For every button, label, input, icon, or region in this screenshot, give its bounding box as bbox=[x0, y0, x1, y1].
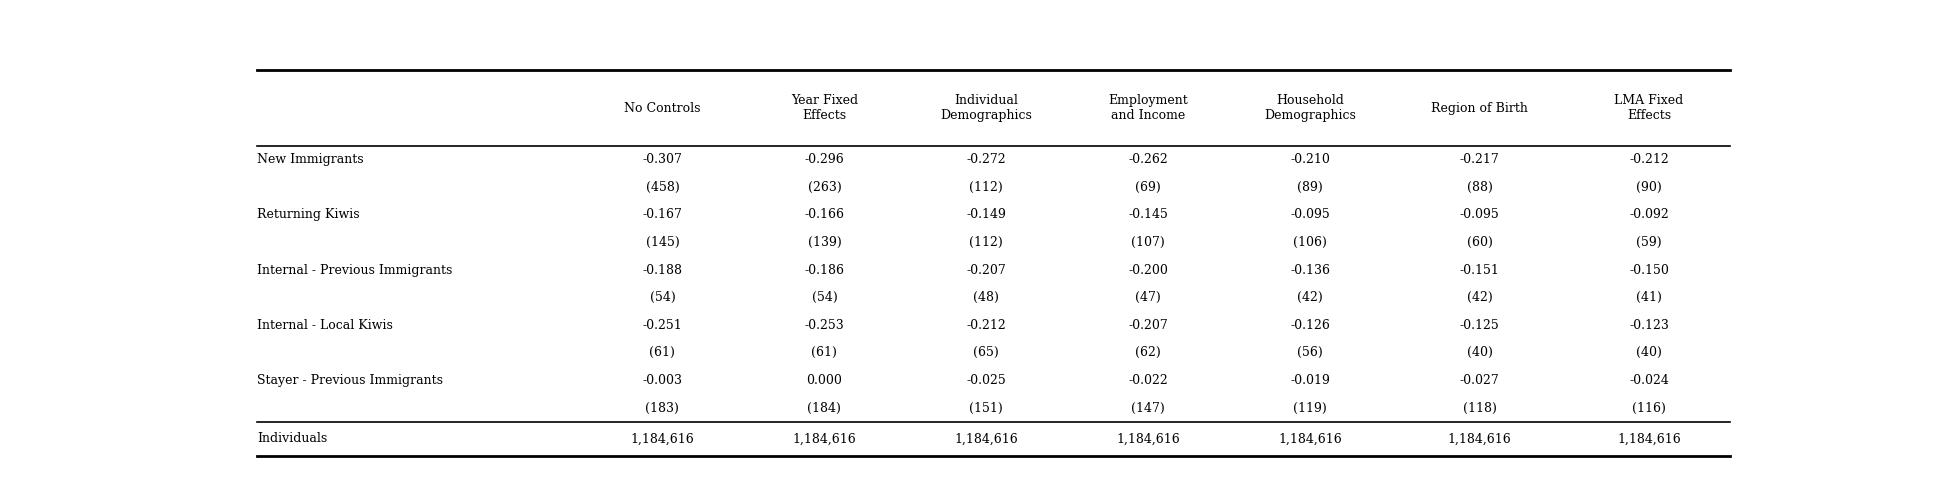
Text: 0.000: 0.000 bbox=[807, 374, 842, 387]
Text: (41): (41) bbox=[1637, 291, 1662, 304]
Text: Individuals: Individuals bbox=[258, 433, 328, 445]
Text: Employment
and Income: Employment and Income bbox=[1109, 94, 1189, 122]
Text: Stayer - Previous Immigrants: Stayer - Previous Immigrants bbox=[258, 374, 444, 387]
Text: (139): (139) bbox=[807, 236, 842, 249]
Text: 1,184,616: 1,184,616 bbox=[630, 433, 694, 445]
Text: (48): (48) bbox=[973, 291, 999, 304]
Text: (184): (184) bbox=[807, 402, 842, 414]
Text: (40): (40) bbox=[1466, 346, 1493, 359]
Text: -0.167: -0.167 bbox=[642, 208, 683, 221]
Text: 1,184,616: 1,184,616 bbox=[1448, 433, 1512, 445]
Text: (47): (47) bbox=[1136, 291, 1161, 304]
Text: -0.095: -0.095 bbox=[1460, 208, 1499, 221]
Text: -0.262: -0.262 bbox=[1128, 153, 1167, 166]
Text: (54): (54) bbox=[812, 291, 838, 304]
Text: -0.166: -0.166 bbox=[805, 208, 843, 221]
Text: (90): (90) bbox=[1637, 181, 1662, 194]
Text: -0.027: -0.027 bbox=[1460, 374, 1499, 387]
Text: -0.125: -0.125 bbox=[1460, 319, 1499, 332]
Text: (56): (56) bbox=[1297, 346, 1322, 359]
Text: (106): (106) bbox=[1293, 236, 1328, 249]
Text: -0.200: -0.200 bbox=[1128, 264, 1169, 276]
Text: (112): (112) bbox=[970, 181, 1002, 194]
Text: (118): (118) bbox=[1462, 402, 1497, 414]
Text: -0.272: -0.272 bbox=[966, 153, 1006, 166]
Text: (54): (54) bbox=[650, 291, 675, 304]
Text: (61): (61) bbox=[811, 346, 838, 359]
Text: Year Fixed
Effects: Year Fixed Effects bbox=[791, 94, 857, 122]
Text: 1,184,616: 1,184,616 bbox=[1117, 433, 1181, 445]
Text: -0.123: -0.123 bbox=[1629, 319, 1669, 332]
Text: -0.188: -0.188 bbox=[642, 264, 683, 276]
Text: (59): (59) bbox=[1637, 236, 1662, 249]
Text: (42): (42) bbox=[1466, 291, 1493, 304]
Text: (69): (69) bbox=[1136, 181, 1161, 194]
Text: -0.210: -0.210 bbox=[1291, 153, 1330, 166]
Text: 1,184,616: 1,184,616 bbox=[954, 433, 1018, 445]
Text: Individual
Demographics: Individual Demographics bbox=[940, 94, 1032, 122]
Text: (151): (151) bbox=[970, 402, 1002, 414]
Text: -0.307: -0.307 bbox=[642, 153, 683, 166]
Text: -0.149: -0.149 bbox=[966, 208, 1006, 221]
Text: (61): (61) bbox=[650, 346, 675, 359]
Text: (147): (147) bbox=[1132, 402, 1165, 414]
Text: -0.024: -0.024 bbox=[1629, 374, 1669, 387]
Text: -0.151: -0.151 bbox=[1460, 264, 1499, 276]
Text: -0.126: -0.126 bbox=[1291, 319, 1330, 332]
Text: (145): (145) bbox=[646, 236, 679, 249]
Text: Household
Demographics: Household Demographics bbox=[1264, 94, 1355, 122]
Text: -0.003: -0.003 bbox=[642, 374, 683, 387]
Text: New Immigrants: New Immigrants bbox=[258, 153, 365, 166]
Text: -0.145: -0.145 bbox=[1128, 208, 1169, 221]
Text: (60): (60) bbox=[1466, 236, 1493, 249]
Text: (107): (107) bbox=[1132, 236, 1165, 249]
Text: -0.092: -0.092 bbox=[1629, 208, 1669, 221]
Text: -0.217: -0.217 bbox=[1460, 153, 1499, 166]
Text: 1,184,616: 1,184,616 bbox=[793, 433, 857, 445]
Text: 1,184,616: 1,184,616 bbox=[1278, 433, 1342, 445]
Text: -0.296: -0.296 bbox=[805, 153, 843, 166]
Text: -0.251: -0.251 bbox=[642, 319, 683, 332]
Text: (62): (62) bbox=[1136, 346, 1161, 359]
Text: Returning Kiwis: Returning Kiwis bbox=[258, 208, 361, 221]
Text: LMA Fixed
Effects: LMA Fixed Effects bbox=[1615, 94, 1683, 122]
Text: -0.212: -0.212 bbox=[966, 319, 1006, 332]
Text: 1,184,616: 1,184,616 bbox=[1617, 433, 1681, 445]
Text: (119): (119) bbox=[1293, 402, 1326, 414]
Text: (263): (263) bbox=[807, 181, 842, 194]
Text: -0.212: -0.212 bbox=[1629, 153, 1669, 166]
Text: (65): (65) bbox=[973, 346, 999, 359]
Text: -0.025: -0.025 bbox=[966, 374, 1006, 387]
Text: Internal - Local Kiwis: Internal - Local Kiwis bbox=[258, 319, 394, 332]
Text: -0.186: -0.186 bbox=[805, 264, 843, 276]
Text: (112): (112) bbox=[970, 236, 1002, 249]
Text: -0.150: -0.150 bbox=[1629, 264, 1669, 276]
Text: Region of Birth: Region of Birth bbox=[1431, 102, 1528, 114]
Text: -0.253: -0.253 bbox=[805, 319, 843, 332]
Text: Internal - Previous Immigrants: Internal - Previous Immigrants bbox=[258, 264, 454, 276]
Text: -0.136: -0.136 bbox=[1289, 264, 1330, 276]
Text: -0.019: -0.019 bbox=[1291, 374, 1330, 387]
Text: (89): (89) bbox=[1297, 181, 1322, 194]
Text: -0.207: -0.207 bbox=[966, 264, 1006, 276]
Text: (183): (183) bbox=[646, 402, 679, 414]
Text: (88): (88) bbox=[1466, 181, 1493, 194]
Text: (42): (42) bbox=[1297, 291, 1322, 304]
Text: (116): (116) bbox=[1633, 402, 1666, 414]
Text: No Controls: No Controls bbox=[624, 102, 700, 114]
Text: (40): (40) bbox=[1637, 346, 1662, 359]
Text: -0.022: -0.022 bbox=[1128, 374, 1167, 387]
Text: -0.095: -0.095 bbox=[1291, 208, 1330, 221]
Text: (458): (458) bbox=[646, 181, 679, 194]
Text: -0.207: -0.207 bbox=[1128, 319, 1167, 332]
